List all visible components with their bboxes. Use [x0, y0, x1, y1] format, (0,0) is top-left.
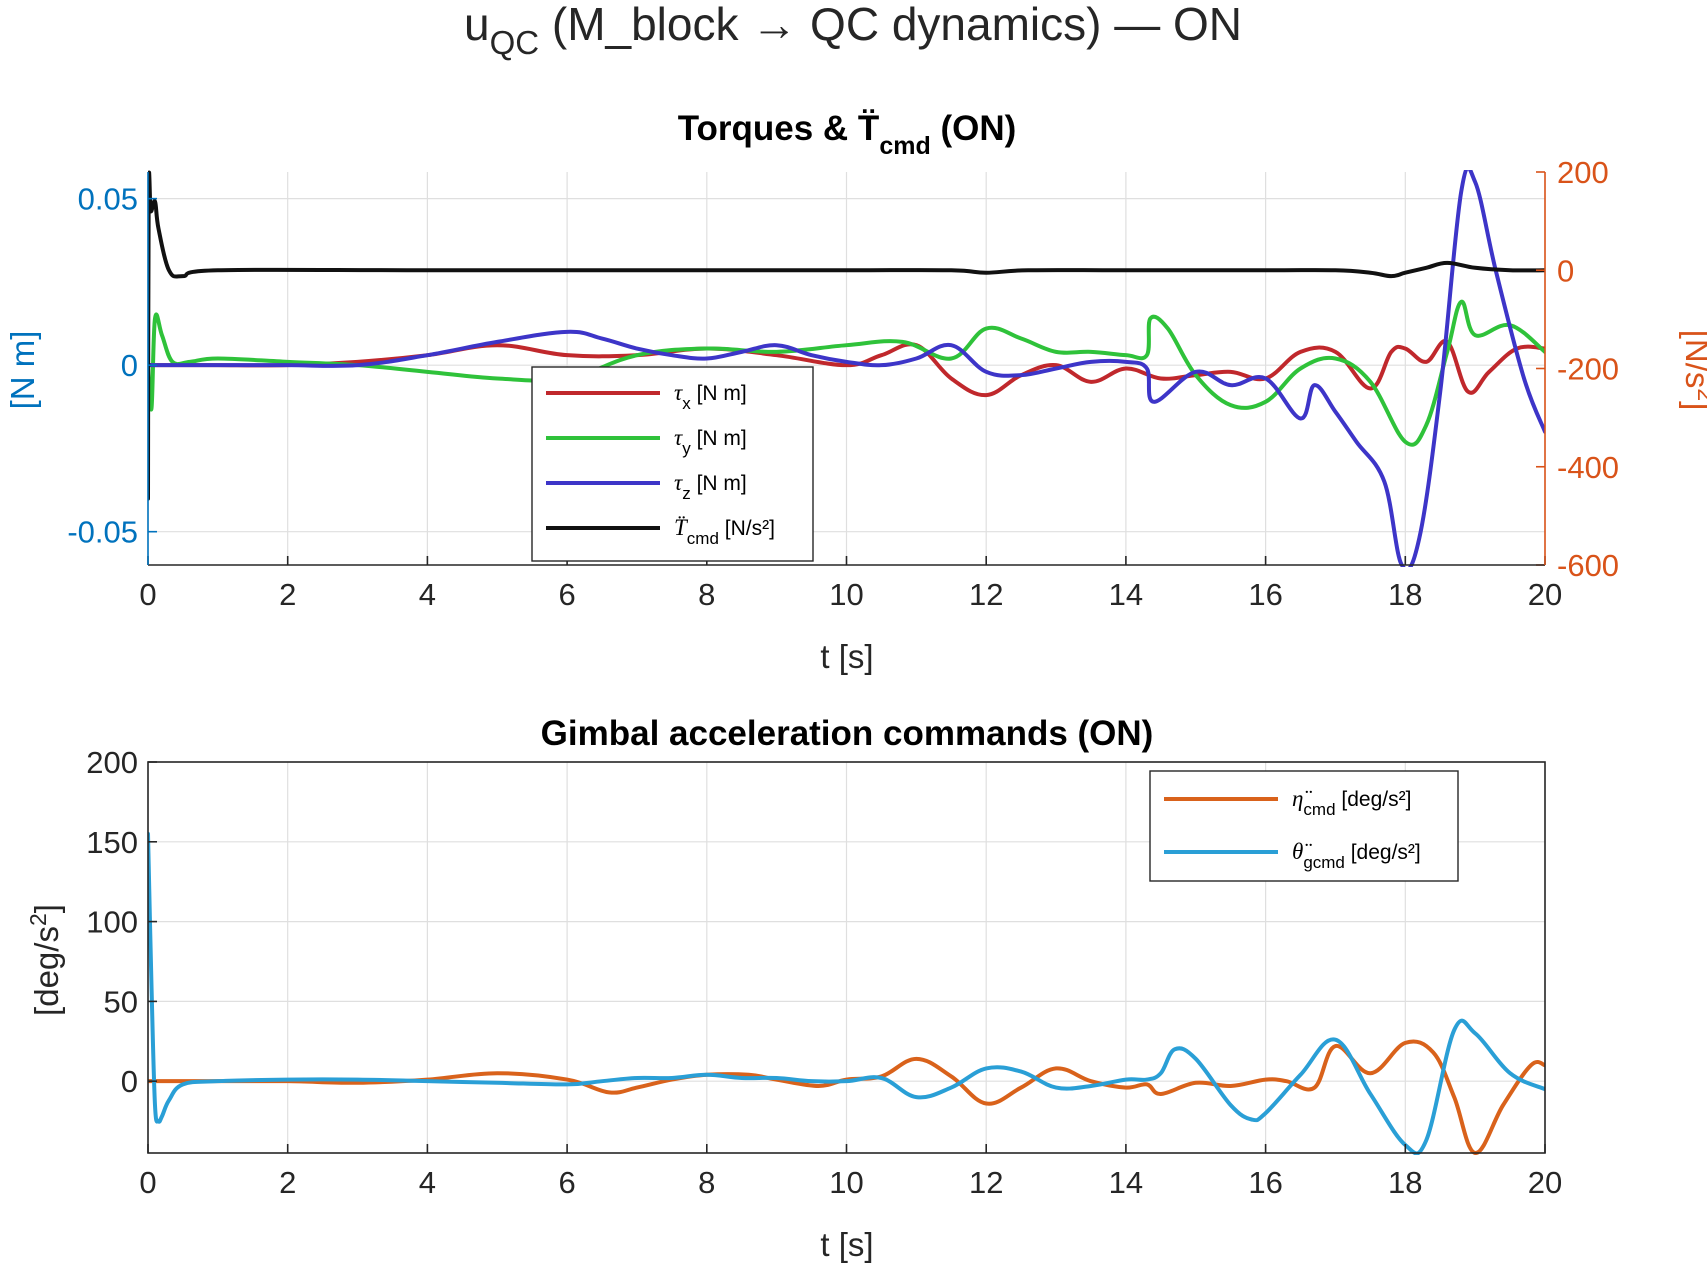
- bottom-x-tick-label: 18: [1388, 1165, 1422, 1200]
- top-x-tick-label: 10: [829, 577, 863, 612]
- torques-axes: 0 2 4 6 8 10 12 14 16 18 200.050-0.052000-200-400-…: [67, 155, 1619, 612]
- torques-plot-title: Torques & T̈cmd (ON): [678, 109, 1017, 160]
- gimbal-axes: 0 2 4 6 8 10 12 14 16 18 20 200 150 100 50 0: [86, 745, 1562, 1200]
- top-x-tick-label: 12: [969, 577, 1003, 612]
- legend-label-tau_z: τz [N m]: [674, 470, 747, 503]
- legend-label-T_cmd: T̈cmd [N/s²]: [674, 515, 775, 548]
- bottom-axes-box: [147, 761, 1546, 1154]
- top-left-y-tick-label: 0.05: [78, 182, 138, 217]
- bottom-x-tick-label: 6: [558, 1165, 575, 1200]
- series-line-eta_cmd: [148, 1039, 1545, 1155]
- bottom-y-tick-label: 100: [86, 905, 138, 940]
- bottom-y-tick-label: 0: [121, 1064, 138, 1099]
- top-left-y-tick-label: -0.05: [67, 515, 138, 550]
- bottom-x-tick-label: 10: [829, 1165, 863, 1200]
- top-right-y-tick-label: 200: [1557, 155, 1609, 190]
- top-left-y-tick-label: 0: [121, 348, 138, 383]
- legend-label-eta_cmd: η̈cmd [deg/s²]: [1292, 786, 1411, 819]
- torques-legend: τx [N m] τy [N m] τz [N m] T̈cmd [N/s²]: [531, 366, 814, 562]
- top-right-y-tick-label: -200: [1557, 352, 1619, 387]
- series-line-theta_gcmd: [148, 831, 1545, 1155]
- legend-label-theta_gcmd: θ̈gcmd [deg/s²]: [1292, 839, 1421, 872]
- gimbal-legend: η̈cmd [deg/s²] θ̈gcmd [deg/s²]: [1149, 770, 1459, 882]
- top-right-y-tick-label: -400: [1557, 450, 1619, 485]
- top-x-tick-label: 16: [1248, 577, 1282, 612]
- bottom-x-tick-label: 14: [1109, 1165, 1143, 1200]
- gimbal-plot: Gimbal acceleration commands (ON) 0 2 4 6 8 1…: [25, 714, 1562, 1263]
- bottom-x-tick-label: 20: [1528, 1165, 1562, 1200]
- bottom-x-tick-label: 0: [139, 1165, 156, 1200]
- legend-box: [1149, 770, 1459, 882]
- top-right-y-tick-label: -600: [1557, 548, 1619, 583]
- bottom-x-tick-label: 4: [419, 1165, 436, 1200]
- torques-left-y-axis-label: [N m]: [4, 331, 41, 410]
- bottom-y-tick-label: 150: [86, 825, 138, 860]
- torques-grid: [147, 172, 1546, 565]
- series-line-tau_z: [148, 170, 1545, 567]
- bottom-x-tick-label: 16: [1248, 1165, 1282, 1200]
- torques-right-y-axis-label: [N/s2]: [1679, 330, 1707, 411]
- top-x-tick-label: 0: [139, 577, 156, 612]
- top-right-y-tick-label: 0: [1557, 253, 1574, 288]
- figure-title: uQC (M_block → QC dynamics) — ON: [464, 0, 1242, 61]
- top-x-tick-label: 4: [419, 577, 436, 612]
- top-x-tick-label: 6: [558, 577, 575, 612]
- gimbal-x-axis-label: t [s]: [820, 1226, 873, 1263]
- bottom-y-tick-label: 200: [86, 745, 138, 780]
- top-x-tick-label: 8: [698, 577, 715, 612]
- gimbal-series-lines: [148, 831, 1545, 1155]
- torques-x-axis-label: t [s]: [820, 638, 873, 675]
- bottom-y-tick-label: 50: [104, 984, 138, 1019]
- top-x-tick-label: 2: [279, 577, 296, 612]
- top-x-tick-label: 20: [1528, 577, 1562, 612]
- legend-label-tau_x: τx [N m]: [674, 380, 747, 413]
- bottom-x-tick-label: 8: [698, 1165, 715, 1200]
- torques-plot: Torques & T̈cmd (ON) 0 2 4 6 8 10 12 14 16 18 20 0.…: [4, 109, 1707, 675]
- legend-label-tau_y: τy [N m]: [674, 425, 747, 458]
- series-line-tau_y: [148, 299, 1545, 447]
- bottom-x-tick-label: 12: [969, 1165, 1003, 1200]
- torques-series-lines: [148, 170, 1545, 567]
- series-line-T_cmd: [148, 170, 1545, 501]
- gimbal-y-axis-label: [deg/s2]: [25, 904, 65, 1016]
- top-x-tick-label: 14: [1109, 577, 1143, 612]
- top-x-tick-label: 18: [1388, 577, 1422, 612]
- gimbal-plot-title: Gimbal acceleration commands (ON): [541, 714, 1154, 753]
- bottom-x-tick-label: 2: [279, 1165, 296, 1200]
